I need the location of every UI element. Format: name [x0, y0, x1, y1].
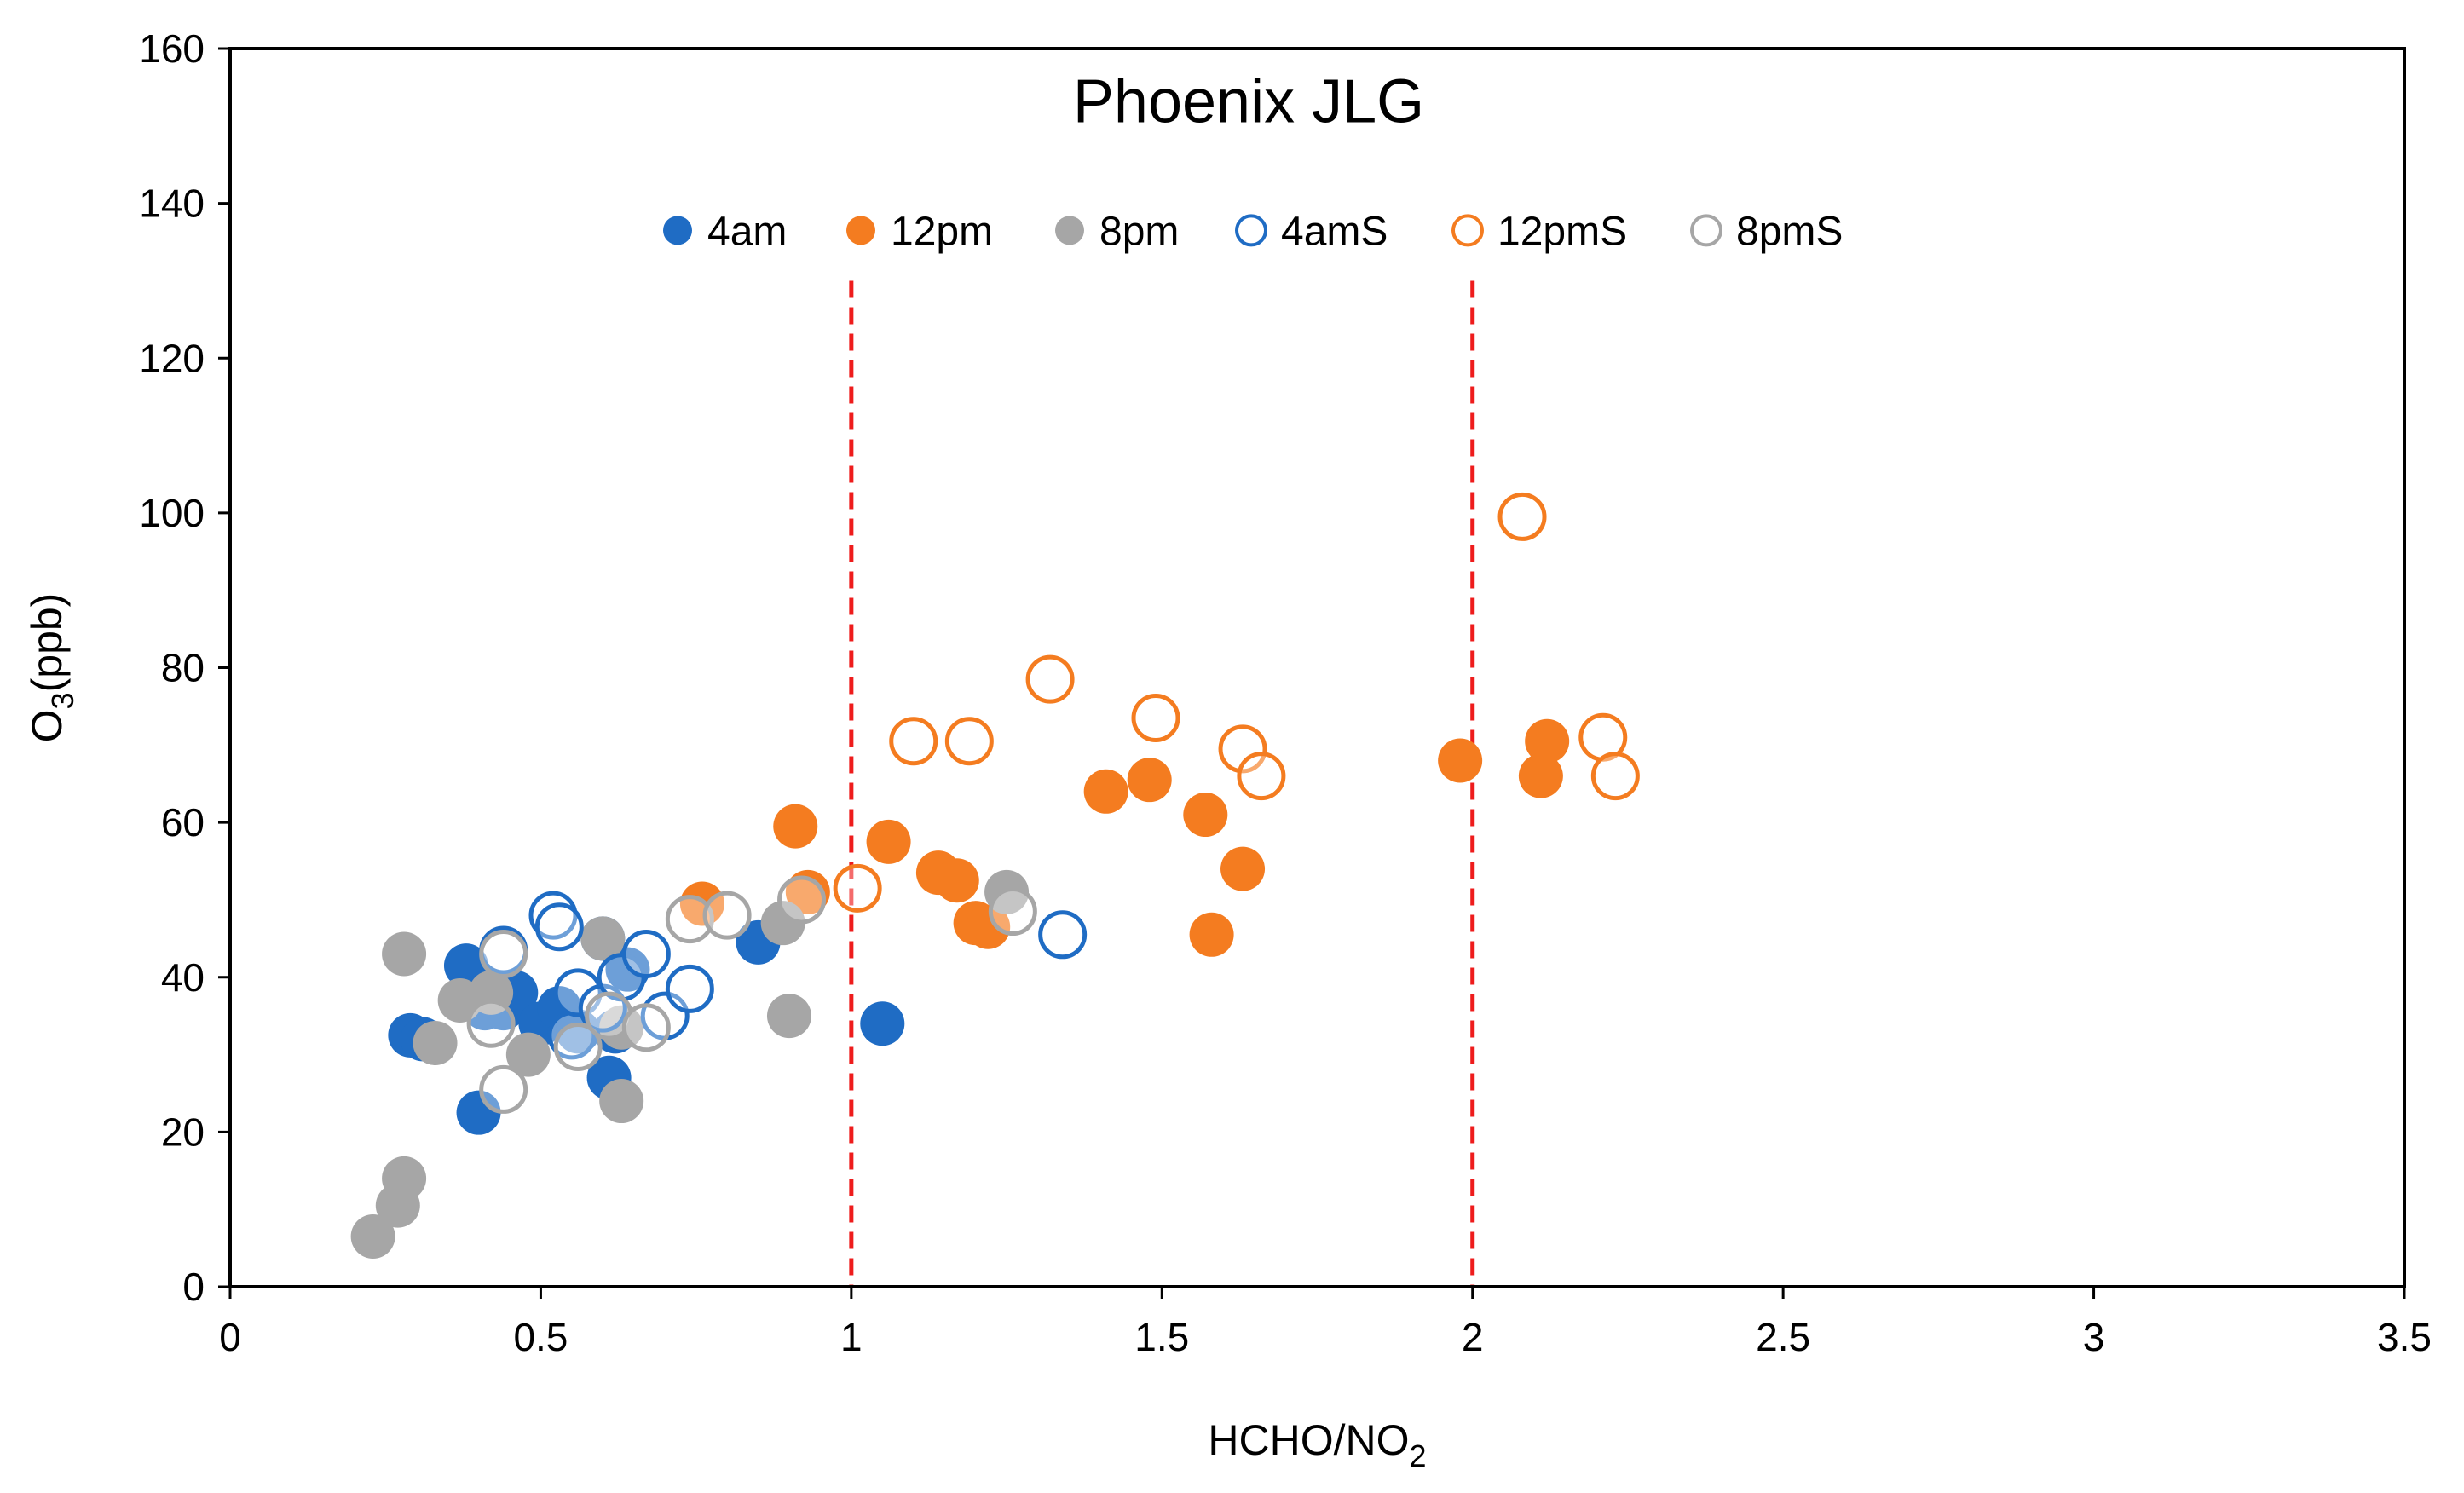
x-tick-label: 2.5 [1756, 1315, 1810, 1359]
y-axis-title-subscript: 3 [45, 692, 80, 709]
point-8pmS [553, 1022, 603, 1071]
x-axis-title: HCHO/NO2 [1208, 1416, 1426, 1473]
point-8pm [599, 1079, 644, 1124]
x-axis-title-subscript: 2 [1410, 1438, 1427, 1473]
y-tick-label: 20 [161, 1110, 205, 1154]
legend-label-8pmS: 8pmS [1736, 209, 1843, 254]
legend-marker-12pm [846, 216, 875, 245]
point-12pmS [1131, 694, 1180, 743]
point-12pm [1438, 738, 1483, 783]
y-tick-label: 100 [139, 491, 205, 535]
point-12pmS [944, 717, 994, 766]
x-tick-label: 1.5 [1134, 1315, 1189, 1359]
point-8pm [413, 1020, 458, 1065]
legend: 4am 12pm 8pm 4amS 12pmS 8pmS [663, 209, 1843, 254]
y-axis-ticks: 0 20 40 60 80 100 120 140 160 [139, 26, 230, 1309]
y-tick-label: 40 [161, 955, 205, 1000]
point-4amS [1038, 910, 1088, 960]
y-tick-label: 0 [182, 1265, 205, 1309]
point-12pmS [1218, 724, 1267, 774]
point-8pmS [988, 887, 1037, 937]
point-4am [860, 1001, 905, 1046]
legend-label-12pmS: 12pmS [1497, 209, 1627, 254]
point-4amS [534, 902, 584, 952]
y-axis-title-unit: (ppb) [23, 593, 71, 693]
x-tick-label: 1 [840, 1315, 863, 1359]
point-4am [456, 1090, 501, 1135]
data-points [350, 492, 1640, 1259]
legend-label-4am: 4am [707, 209, 787, 254]
y-axis-title-main: O [23, 709, 71, 742]
x-axis-ticks: 0 0.5 1 1.5 2 2.5 3 3.5 [219, 1287, 2432, 1359]
point-12pm [1127, 758, 1172, 803]
point-12pmS [889, 717, 938, 766]
x-tick-label: 0.5 [513, 1315, 568, 1359]
chart-title: Phoenix JLG [1073, 67, 1424, 135]
legend-marker-4amS [1235, 214, 1267, 247]
legend-marker-4am [663, 216, 692, 245]
point-8pmS [479, 930, 528, 979]
y-axis-title: O3(ppb) [23, 593, 80, 743]
point-12pm [1083, 769, 1128, 814]
point-12pm [1220, 846, 1266, 891]
point-8pm [382, 1156, 427, 1201]
y-tick-label: 120 [139, 336, 205, 380]
point-12pm [773, 804, 818, 849]
point-12pm [934, 858, 979, 903]
y-tick-label: 140 [139, 182, 205, 226]
x-tick-label: 2 [1462, 1315, 1484, 1359]
point-12pm [1189, 912, 1234, 957]
point-12pm [966, 904, 1011, 949]
legend-label-4amS: 4amS [1281, 209, 1388, 254]
point-12pm [1518, 753, 1563, 798]
point-8pm [382, 931, 427, 977]
x-tick-label: 0 [219, 1315, 241, 1359]
x-axis-title-main: HCHO/NO [1208, 1416, 1409, 1464]
legend-marker-12pmS [1451, 214, 1484, 247]
point-12pmS [1237, 752, 1286, 801]
y-tick-label: 160 [139, 26, 205, 71]
legend-label-12pm: 12pm [891, 209, 993, 254]
point-4amS [621, 930, 671, 979]
y-tick-label: 80 [161, 646, 205, 690]
point-8pm [760, 901, 805, 946]
reference-lines [849, 280, 1475, 1287]
point-12pmS [1497, 492, 1547, 541]
point-8pmS [777, 875, 827, 925]
point-8pmS [479, 1064, 528, 1114]
point-8pm [505, 1032, 551, 1077]
x-tick-label: 3 [2083, 1315, 2105, 1359]
y-tick-label: 60 [161, 800, 205, 844]
point-8pm [580, 916, 626, 961]
legend-label-8pm: 8pm [1099, 209, 1179, 254]
legend-marker-8pmS [1690, 214, 1722, 247]
point-8pmS [466, 999, 516, 1048]
point-8pm [350, 1213, 395, 1259]
point-8pmS [585, 991, 634, 1040]
point-12pmS [1025, 654, 1075, 704]
point-12pm [785, 869, 830, 914]
point-8pmS [702, 891, 752, 940]
point-8pmS [621, 1003, 671, 1052]
point-12pm [866, 819, 911, 864]
x-tick-label: 3.5 [2377, 1315, 2432, 1359]
point-12pm [1525, 718, 1570, 764]
point-4amS [665, 964, 714, 1013]
point-12pm [1183, 793, 1228, 838]
point-12pmS [833, 863, 882, 913]
point-8pmS [665, 895, 714, 944]
point-8pm [766, 994, 811, 1039]
point-12pmS [1590, 752, 1640, 801]
legend-marker-8pm [1055, 216, 1084, 245]
